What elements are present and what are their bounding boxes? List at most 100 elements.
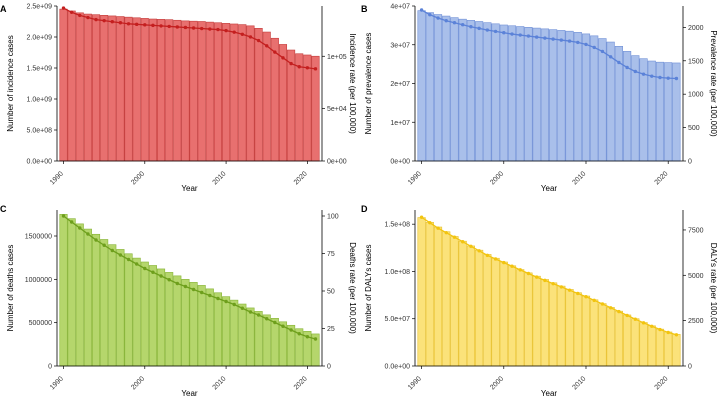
- bar-2007: [557, 30, 566, 162]
- rate-point-2002: [159, 274, 163, 278]
- bar-1999: [132, 257, 141, 367]
- bar-2006: [189, 20, 198, 162]
- bar-1996: [466, 20, 475, 162]
- bar-2002: [516, 26, 525, 162]
- right-tick-label: 0: [688, 159, 692, 166]
- rate-point-2015: [625, 313, 629, 318]
- rate-point-1999: [134, 22, 139, 27]
- rate-point-2017: [281, 324, 285, 328]
- bar-2006: [549, 282, 558, 367]
- bar-2014: [254, 28, 263, 162]
- bar-2002: [516, 269, 525, 367]
- left-tick-label: 2e+07: [390, 81, 410, 88]
- x-axis-title: Year: [181, 389, 198, 398]
- right-tick-label: 100: [327, 214, 339, 221]
- right-tick-label: 5000: [688, 273, 704, 280]
- bar-1995: [100, 239, 109, 367]
- rate-point-2007: [199, 26, 204, 31]
- rate-point-2016: [633, 69, 638, 74]
- rate-point-2019: [658, 327, 662, 332]
- rate-point-2006: [191, 26, 196, 30]
- rate-point-2021: [313, 337, 318, 341]
- rate-point-1999: [134, 262, 139, 266]
- bar-2011: [230, 23, 239, 162]
- rate-point-2005: [183, 284, 188, 289]
- rate-point-2020: [666, 76, 670, 80]
- bar-1993: [442, 231, 451, 367]
- right-tick-label: 50: [327, 289, 335, 296]
- bar-2003: [165, 19, 174, 162]
- bar-1999: [491, 23, 500, 162]
- rate-point-2015: [265, 317, 269, 321]
- bar-1990: [59, 214, 68, 367]
- left-tick-label: 1.0e+09: [27, 97, 53, 104]
- left-tick-label: 0: [48, 364, 52, 371]
- rate-point-2011: [232, 30, 236, 34]
- x-tick-label: 2000: [489, 375, 505, 391]
- x-tick-label: 1990: [49, 170, 65, 186]
- bar-2012: [238, 24, 247, 162]
- rate-point-2019: [297, 332, 301, 336]
- bar-2012: [598, 303, 607, 367]
- panel-b: B 0e+00 1e+07 2e+07 3e+07 4e+07 0 500 1000 1500 20…: [361, 4, 718, 194]
- rate-point-2008: [208, 293, 212, 298]
- bar-2005: [540, 28, 549, 162]
- rate-point-1995: [102, 243, 106, 247]
- rate-point-1990: [61, 214, 66, 218]
- bar-2000: [140, 261, 149, 367]
- bar-1995: [458, 18, 467, 162]
- bar-2008: [205, 288, 214, 367]
- rate-point-2007: [199, 290, 204, 295]
- x-tick-label: 2020: [293, 375, 309, 391]
- left-tick-label: 2.5e+09: [27, 4, 53, 11]
- bar-2011: [590, 35, 599, 162]
- bar-2005: [181, 279, 190, 367]
- panel-label: A: [0, 4, 7, 14]
- rate-point-1999: [493, 257, 498, 261]
- rate-point-2007: [559, 38, 564, 42]
- rate-point-1990: [419, 215, 424, 219]
- left-tick-label: 1.0e+08: [385, 269, 411, 276]
- rate-point-2000: [502, 31, 506, 35]
- bar-2007: [197, 21, 206, 162]
- rate-point-1993: [444, 230, 448, 235]
- bar-2017: [639, 322, 648, 367]
- bar-1991: [425, 221, 434, 367]
- bar-2000: [499, 24, 508, 162]
- bar-2009: [213, 22, 222, 162]
- rate-point-2020: [666, 330, 670, 335]
- bar-2009: [573, 32, 582, 162]
- rate-point-1992: [78, 226, 82, 230]
- rate-point-1996: [469, 25, 473, 29]
- bar-1992: [75, 223, 84, 367]
- rate-point-2018: [289, 61, 293, 66]
- left-tick-label: 2.0e+09: [27, 35, 53, 42]
- bar-1993: [442, 15, 451, 162]
- rate-point-2010: [224, 299, 228, 304]
- bar-2004: [532, 27, 541, 162]
- rate-point-1994: [94, 17, 98, 22]
- bar-2015: [262, 314, 271, 367]
- rate-point-2007: [559, 285, 564, 289]
- right-tick-label: 0e+00: [327, 159, 347, 166]
- bar-2010: [581, 295, 591, 367]
- x-tick-label: 2010: [212, 375, 228, 391]
- rate-point-2010: [584, 295, 588, 299]
- rate-point-2003: [526, 34, 531, 38]
- bar-1998: [124, 253, 133, 367]
- rate-point-2014: [617, 309, 621, 314]
- rate-point-2014: [256, 38, 261, 43]
- rate-point-2018: [650, 324, 654, 328]
- panel-c: C 0 500000 1000000 1500000 0 25 50 75 100 1990 2000…: [0, 204, 357, 398]
- bar-1997: [116, 249, 125, 367]
- rate-point-2006: [551, 37, 555, 41]
- bar-2012: [238, 303, 247, 367]
- x-tick-label: 1990: [407, 375, 423, 391]
- rate-point-1991: [69, 220, 74, 224]
- rate-point-2015: [625, 65, 629, 70]
- bar-2011: [230, 299, 239, 367]
- right-tick-label: 0: [327, 364, 331, 371]
- rate-point-2012: [240, 306, 245, 310]
- left-tick-label: 1000000: [25, 277, 52, 284]
- bar-1994: [450, 17, 459, 162]
